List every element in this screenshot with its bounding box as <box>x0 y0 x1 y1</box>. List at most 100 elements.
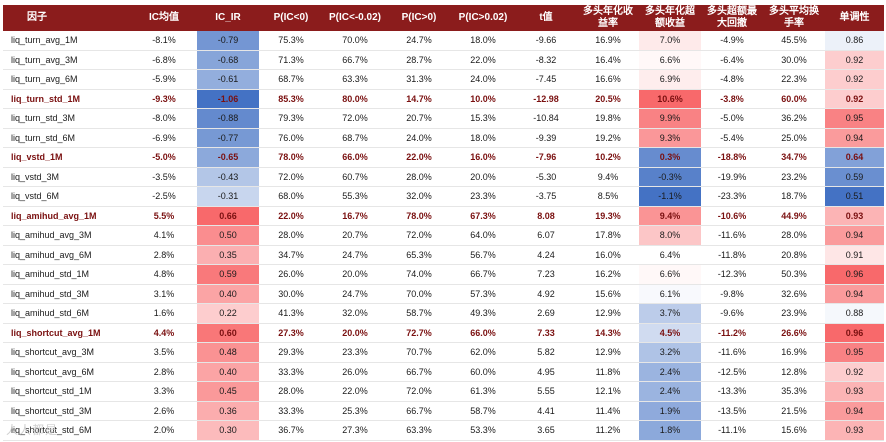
value-cell: 61.3% <box>451 381 515 402</box>
table-row: liq_amihud_avg_6M 2.8% 0.35 34.7% 24.7% 65.3%… <box>3 245 884 265</box>
value-cell: 7.33 <box>515 323 577 343</box>
value-cell: 20.0% <box>323 264 387 285</box>
value-cell: 24.7% <box>323 245 387 265</box>
value-cell: 28.0% <box>259 225 323 246</box>
value-cell: -7.45 <box>515 69 577 90</box>
value-cell: 6.1% <box>639 284 701 304</box>
value-cell: 72.0% <box>323 108 387 129</box>
value-cell: 2.0% <box>131 420 197 441</box>
value-cell: 26.0% <box>323 362 387 382</box>
factor-name-cell: liq_turn_avg_6M <box>3 69 131 90</box>
value-cell: -1.1% <box>639 186 701 207</box>
value-cell: 0.22 <box>197 303 259 324</box>
table-row: liq_shortcut_std_1M 3.3% 0.45 28.0% 22.0% 72.… <box>3 381 884 402</box>
value-cell: 0.96 <box>825 323 884 343</box>
value-cell: -12.5% <box>701 362 763 382</box>
value-cell: 32.0% <box>323 303 387 324</box>
value-cell: 1.9% <box>639 401 701 421</box>
value-cell: 36.2% <box>763 108 825 129</box>
value-cell: -0.79 <box>197 31 259 51</box>
column-header: 多头超额最大回撤 <box>701 5 763 31</box>
value-cell: -9.66 <box>515 31 577 51</box>
value-cell: -0.3% <box>639 167 701 187</box>
value-cell: 6.9% <box>639 69 701 90</box>
value-cell: 34.7% <box>763 147 825 168</box>
value-cell: 78.0% <box>387 206 451 226</box>
factor-name-cell: liq_turn_std_1M <box>3 89 131 109</box>
value-cell: 0.36 <box>197 401 259 421</box>
table-row: liq_turn_std_6M -6.9% -0.77 76.0% 68.7% 24.0%… <box>3 128 884 148</box>
value-cell: 58.7% <box>451 401 515 421</box>
value-cell: -0.88 <box>197 108 259 129</box>
value-cell: -9.3% <box>131 89 197 109</box>
value-cell: 66.7% <box>323 50 387 70</box>
value-cell: -7.96 <box>515 147 577 168</box>
factor-name-cell: liq_turn_std_6M <box>3 128 131 148</box>
value-cell: 66.7% <box>387 401 451 421</box>
factor-name-cell: liq_turn_std_3M <box>3 108 131 129</box>
value-cell: 66.0% <box>451 323 515 343</box>
factor-name-cell: liq_amihud_std_1M <box>3 264 131 285</box>
value-cell: 15.6% <box>577 284 639 304</box>
value-cell: 23.2% <box>763 167 825 187</box>
factor-name-cell: liq_shortcut_std_6M <box>3 420 131 441</box>
value-cell: 66.7% <box>387 362 451 382</box>
value-cell: 0.91 <box>825 245 884 265</box>
value-cell: 2.8% <box>131 245 197 265</box>
table-row: liq_amihud_std_1M 4.8% 0.59 26.0% 20.0% 74.0%… <box>3 264 884 285</box>
value-cell: -0.68 <box>197 50 259 70</box>
value-cell: 0.94 <box>825 128 884 148</box>
value-cell: 16.4% <box>577 50 639 70</box>
table-row: liq_shortcut_std_3M 2.6% 0.36 33.3% 25.3% 66.… <box>3 401 884 421</box>
table-row: liq_amihud_avg_1M 5.5% 0.66 22.0% 16.7% 78.0%… <box>3 206 884 226</box>
column-header: P(IC<-0.02) <box>323 5 387 31</box>
value-cell: 68.0% <box>259 186 323 207</box>
value-cell: 34.7% <box>259 245 323 265</box>
value-cell: 0.30 <box>197 420 259 441</box>
value-cell: 58.7% <box>387 303 451 324</box>
column-header: IC均值 <box>131 5 197 31</box>
value-cell: 12.9% <box>577 342 639 363</box>
column-header: 多头平均换手率 <box>763 5 825 31</box>
value-cell: 18.0% <box>451 128 515 148</box>
value-cell: 4.4% <box>131 323 197 343</box>
table-row: liq_shortcut_avg_6M 2.8% 0.40 33.3% 26.0% 66.… <box>3 362 884 382</box>
value-cell: 32.6% <box>763 284 825 304</box>
value-cell: 0.64 <box>825 147 884 168</box>
value-cell: 70.0% <box>387 284 451 304</box>
value-cell: 6.07 <box>515 225 577 246</box>
value-cell: 2.6% <box>131 401 197 421</box>
value-cell: 31.3% <box>387 69 451 90</box>
value-cell: -11.1% <box>701 420 763 441</box>
value-cell: 9.9% <box>639 108 701 129</box>
table-row: liq_vstd_1M -5.0% -0.65 78.0% 66.0% 22.0% 16.0… <box>3 147 884 168</box>
value-cell: 24.0% <box>387 128 451 148</box>
value-cell: 16.9% <box>577 31 639 51</box>
value-cell: 14.3% <box>577 323 639 343</box>
value-cell: 22.0% <box>451 50 515 70</box>
value-cell: 4.41 <box>515 401 577 421</box>
value-cell: 16.9% <box>763 342 825 363</box>
value-cell: 2.69 <box>515 303 577 324</box>
value-cell: 12.9% <box>577 303 639 324</box>
value-cell: 21.5% <box>763 401 825 421</box>
table-row: liq_turn_avg_1M -8.1% -0.79 75.3% 70.0% 24.7%… <box>3 31 884 51</box>
column-header: P(IC>0) <box>387 5 451 31</box>
table-row: liq_shortcut_std_6M 2.0% 0.30 36.7% 27.3% 63.… <box>3 420 884 441</box>
value-cell: 19.2% <box>577 128 639 148</box>
value-cell: 0.40 <box>197 284 259 304</box>
value-cell: 22.0% <box>323 381 387 402</box>
value-cell: 44.9% <box>763 206 825 226</box>
factor-name-cell: liq_turn_avg_3M <box>3 50 131 70</box>
value-cell: 23.3% <box>451 186 515 207</box>
value-cell: -23.3% <box>701 186 763 207</box>
value-cell: 22.3% <box>763 69 825 90</box>
table-row: liq_amihud_std_3M 3.1% 0.40 30.0% 24.7% 70.0%… <box>3 284 884 304</box>
value-cell: -3.5% <box>131 167 197 187</box>
value-cell: 55.3% <box>323 186 387 207</box>
value-cell: -8.0% <box>131 108 197 129</box>
column-header: 多头年化超额收益 <box>639 5 701 31</box>
value-cell: 16.7% <box>323 206 387 226</box>
value-cell: -10.6% <box>701 206 763 226</box>
value-cell: 6.6% <box>639 264 701 285</box>
